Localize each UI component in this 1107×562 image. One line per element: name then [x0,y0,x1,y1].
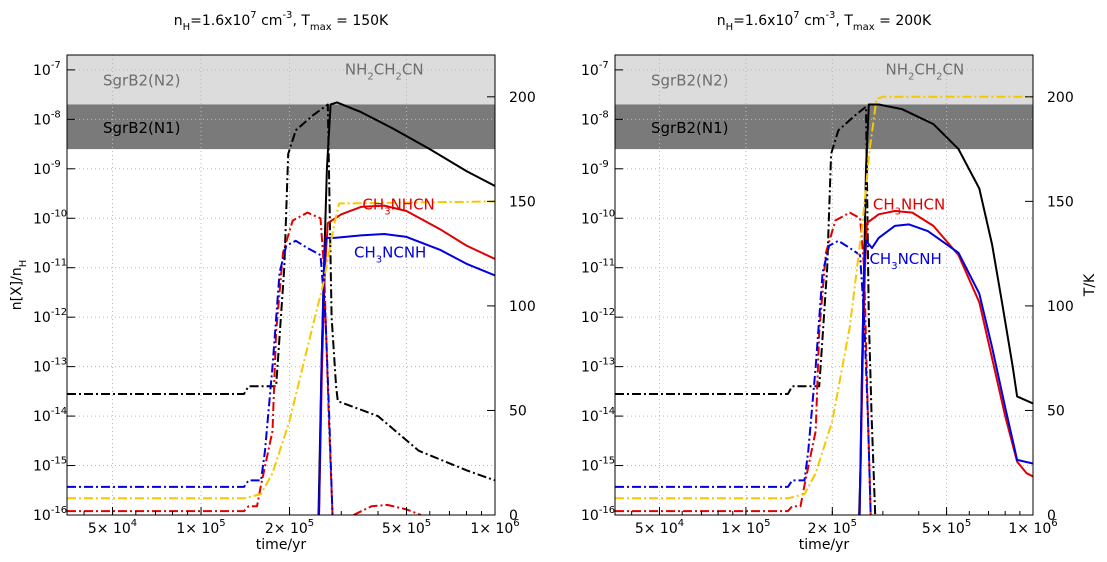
y2-tick-label: 50 [509,403,527,419]
species-label-3: CH3NCNH [354,244,426,266]
y2-tick-label: 200 [1047,90,1074,106]
y-tick-label: 10-14 [581,406,615,425]
y2-tick-label: 50 [1047,403,1065,419]
band-label-1: SgrB2(N2) [651,72,729,90]
plot-frame [66,54,496,516]
y-tick-label: 10-12 [33,307,67,326]
y2-tick-label: 0 [509,508,518,524]
x-tick-label: 1× 106 [470,518,519,537]
species-label-2: CH3NHCN [873,196,945,218]
plot-frame [614,54,1034,516]
y2-tick-label: 150 [1047,194,1074,210]
series-line-6 [318,233,495,515]
series-line-5 [858,223,1033,515]
y-tick-label: 10-11 [581,258,615,277]
y-tick-label: 10-10 [33,208,67,227]
x-tick-label: 2× 105 [265,518,314,537]
y-tick-label: 10-13 [581,357,615,376]
chart-panel-1: SgrB2(N2) SgrB2(N1) NH2CH2CN CH3NHCN CH3NCNH… [9,10,536,553]
band-2 [67,104,495,150]
species-label-3: CH3NCNH [869,250,941,272]
series-line-5 [353,503,422,515]
x-tick-label: 5× 105 [382,518,431,537]
y2-tick-label: 100 [509,299,536,315]
chart-title: nH=1.6x107 cm-3, Tmax = 150K [174,10,389,33]
y2-tick-label: 200 [509,90,536,106]
chart-panel-2: SgrB2(N2) SgrB2(N1) NH2CH2CN CH3NHCN CH3NCNH… [581,10,1098,553]
band-label-2: SgrB2(N1) [651,119,729,137]
band-label-2: SgrB2(N1) [103,119,181,137]
x-tick-label: 5× 104 [635,518,684,537]
y-tick-label: 10-11 [33,258,67,277]
series-line-4 [615,211,872,515]
species-label-1: NH2CH2CN [885,61,964,83]
species-label-1: NH2CH2CN [345,61,424,83]
y-tick-label: 10-7 [581,60,609,79]
series-group [615,95,1033,515]
x-tick-label: 5× 105 [922,518,971,537]
band-2 [615,104,1033,150]
series-line-1 [317,101,495,515]
species-label-2: CH3NHCN [362,196,434,218]
y2-tick-label: 0 [1047,508,1056,524]
y2-axis-label: T/K [1082,273,1098,297]
x-tick-label: 1× 105 [721,518,770,537]
series-line-2 [615,105,877,515]
y-tick-label: 10-8 [581,109,609,128]
y-tick-label: 10-9 [33,159,61,178]
chart-title: nH=1.6x107 cm-3, Tmax = 200K [717,10,932,33]
y-tick-label: 10-16 [33,505,67,524]
series-group [67,101,495,515]
y-axis-label: n[X]/nH [9,260,29,311]
y-tick-label: 10-12 [581,307,615,326]
y2-tick-label: 150 [509,194,536,210]
y-tick-label: 10-9 [581,159,609,178]
x-axis-label: time/yr [799,537,850,553]
series-line-2 [67,103,495,482]
x-axis-label: time/yr [256,537,307,553]
band-label-1: SgrB2(N2) [103,72,181,90]
x-tick-label: 1× 106 [1008,518,1057,537]
y-tick-label: 10-15 [581,456,615,475]
series-line-8 [67,200,495,500]
y-tick-label: 10-16 [581,505,615,524]
series-line-7 [615,95,1033,500]
series-line-4 [67,211,334,515]
x-tick-label: 5× 104 [88,518,137,537]
y2-tick-label: 100 [1047,299,1074,315]
x-tick-label: 1× 105 [176,518,225,537]
y-tick-label: 10-10 [581,208,615,227]
y-tick-label: 10-7 [33,60,61,79]
series-line-6 [615,239,872,515]
series-line-7 [67,239,334,515]
y-tick-label: 10-15 [33,456,67,475]
y-tick-label: 10-8 [33,109,61,128]
y-tick-label: 10-13 [33,357,67,376]
y-tick-label: 10-14 [33,406,67,425]
series-line-1 [858,103,1033,515]
x-tick-label: 2× 105 [808,518,857,537]
band-1 [67,55,495,105]
